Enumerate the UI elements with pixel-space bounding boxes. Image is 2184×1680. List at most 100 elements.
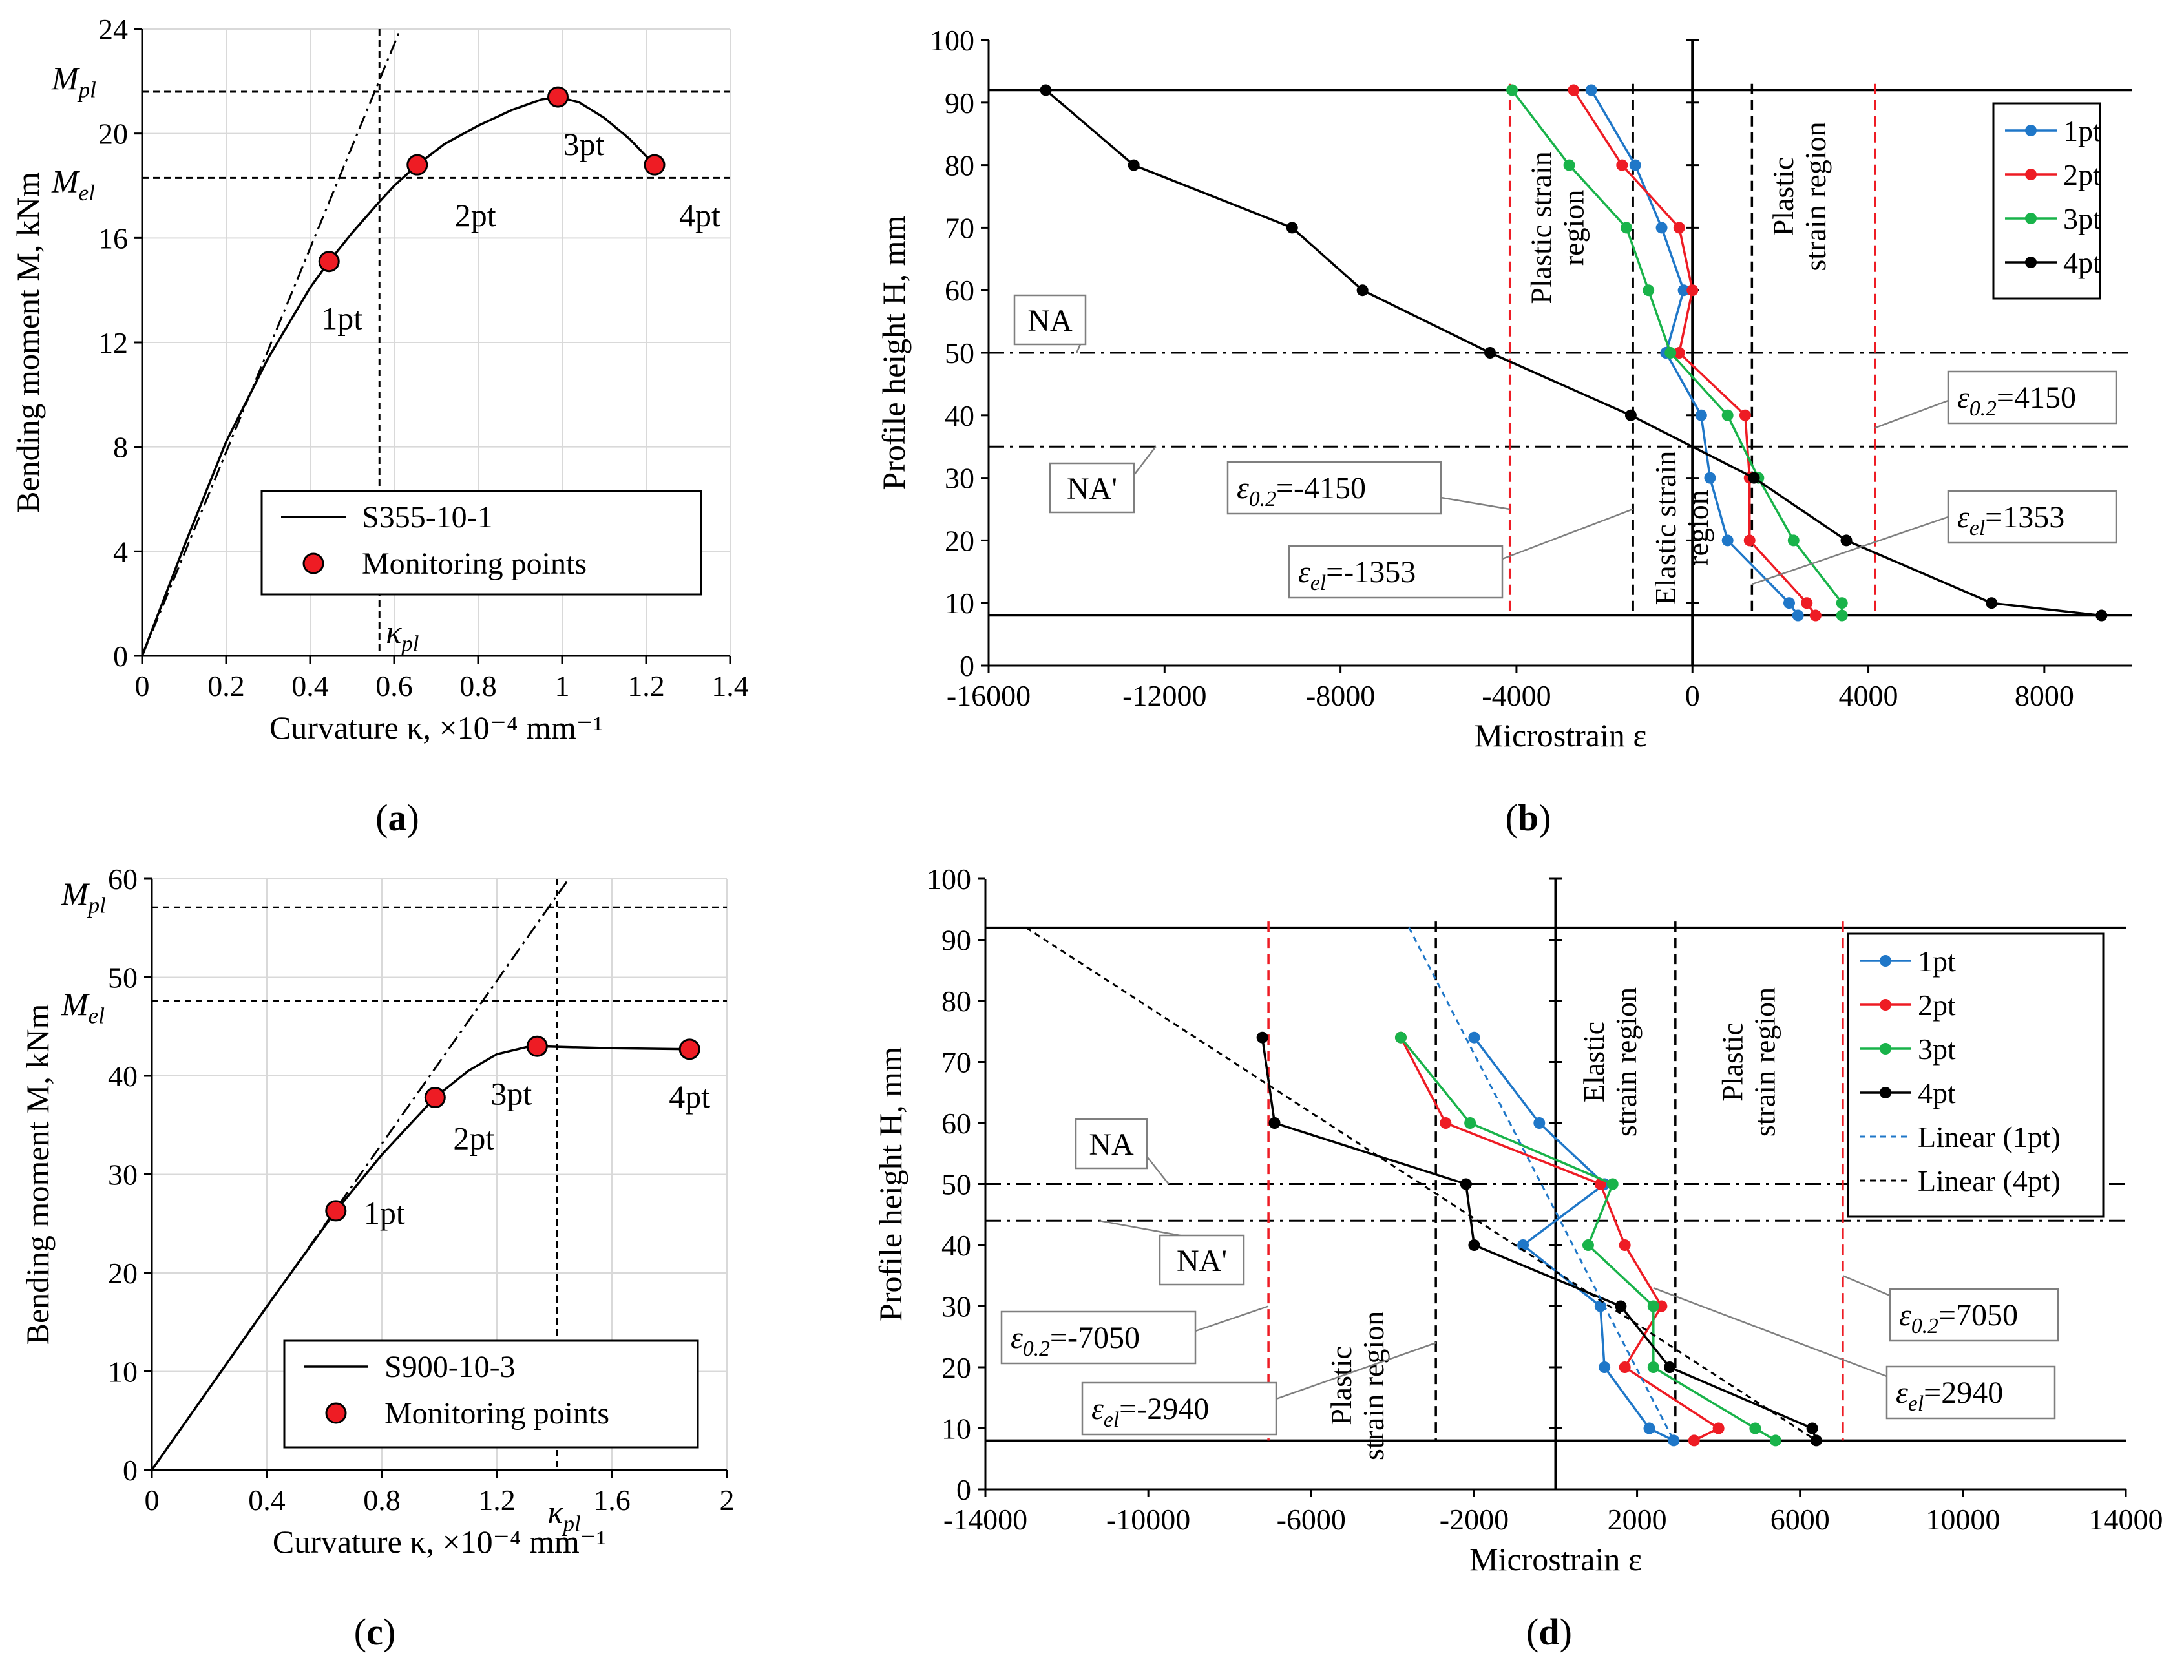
panel-b-x-tick-label: -12000 <box>1122 679 1206 712</box>
panel-a-x-tick-label: 0.2 <box>207 669 245 702</box>
panel-d-strain-callout-label-value: =7050 <box>1938 1298 2018 1332</box>
panel-c-legend-line-label: S900-10-3 <box>384 1350 516 1384</box>
panel-d-y-tick-label: 50 <box>941 1168 971 1201</box>
panel-d-strain-callout-label-subscript: 0.2 <box>1911 1314 1938 1338</box>
panel-d-data-point <box>1769 1434 1781 1447</box>
panel-d-strain-callout-label-symbol: ε <box>1011 1321 1023 1355</box>
panel-d-data-point <box>1517 1239 1529 1251</box>
panel-b-data-point <box>1748 472 1760 484</box>
panel-d-series-line <box>1400 1036 1720 1442</box>
panel-d-callout-box <box>1000 1310 1197 1365</box>
panel-d-region-label-line: strain region <box>1748 987 1781 1137</box>
panel-b-caption-letter: b <box>1518 797 1538 839</box>
panel-b-region-label-line: Elastic strain <box>1649 451 1682 605</box>
panel-a-kpl-label: κpl <box>386 614 419 656</box>
panel-d-region-label-line: Plastic <box>1716 1022 1748 1102</box>
panel-d-data-point <box>1582 1239 1594 1251</box>
panel-a-x-axis-label-text: Curvature κ, ×10⁻⁴ mm⁻¹ <box>269 709 603 746</box>
panel-c-caption: (c) <box>354 1611 395 1653</box>
panel-d-na-callout-label: NA' <box>1177 1244 1227 1278</box>
panel-a-mel-label-subscript: el <box>79 180 95 205</box>
panel-d-legend-swatch-marker <box>1880 1087 1891 1098</box>
panel-d-callout-box <box>1889 1288 2059 1342</box>
panel-d-callout-leader <box>1653 1286 1887 1378</box>
panel-b-y-tick-label: 0 <box>960 649 974 682</box>
panel-d-data-point <box>1468 1031 1480 1044</box>
panel-b-callout-box <box>1947 370 2117 425</box>
panel-a-y-tick-label: 4 <box>113 535 128 568</box>
panel-d-legend-swatch-marker <box>1880 1043 1891 1055</box>
panel-c-y-tick-label: 60 <box>108 863 138 896</box>
panel-a-y-axis-label-text: Bending moment M, kNm <box>10 172 46 513</box>
panel-d-x-tick-label: -14000 <box>943 1503 1027 1536</box>
panel-a-x-tick-label: 0.6 <box>375 669 413 702</box>
panel-a-kpl-label-symbol: κ <box>386 614 402 650</box>
panel-b-x-tick-label: -8000 <box>1306 679 1375 712</box>
panel-b-data-point <box>1704 472 1716 484</box>
panel-d-data-point <box>1599 1361 1611 1373</box>
panel-b-callout-leader <box>1502 508 1633 560</box>
panel-d-strain-callout-label-symbol: ε <box>1091 1392 1104 1426</box>
panel-a-caption-close: ) <box>407 797 419 839</box>
panel-a-x-tick-label: 0.4 <box>291 669 329 702</box>
panel-b-legend-label: 2pt <box>2063 158 2101 191</box>
panel-a-caption-letter: a <box>388 797 407 839</box>
panel-b-data-point <box>1677 284 1690 297</box>
panel-d-strain-profile-chart: -14000 -10000 -6000 -2000 2000 6000 10000 14000… <box>872 863 2163 1653</box>
panel-b-strain-callout-label: ε0.2=-4150 <box>1237 471 1366 511</box>
panel-b-region-label-elastic: Elastic strainregion <box>1649 451 1714 605</box>
panel-a-y-tick-label: 20 <box>98 118 128 151</box>
panel-d-callout-leader <box>1276 1342 1436 1400</box>
panel-b-callout-box <box>1947 490 2117 544</box>
panel-d-trendline <box>1408 927 1675 1442</box>
panel-d-strain-callout-label-value: =2940 <box>1924 1376 2003 1410</box>
panel-d-data-point <box>1643 1422 1655 1434</box>
panel-b-legend-swatch-marker <box>2025 257 2037 268</box>
panel-b-data-point <box>1836 609 1848 622</box>
panel-d-legend-label: 4pt <box>1918 1076 1956 1109</box>
panel-d-callout-box <box>1159 1234 1245 1286</box>
panel-d-data-point <box>1655 1300 1668 1312</box>
panel-b-callout-leader <box>1440 496 1510 510</box>
panel-b-data-point <box>1743 534 1756 547</box>
panel-d-y-axis-label: Profile height H, mm <box>872 1047 908 1321</box>
panel-d-region-label-line: strain region <box>1357 1311 1390 1460</box>
panel-b-data-point <box>1721 409 1734 421</box>
panel-d-legend-label: Linear (4pt) <box>1918 1164 2061 1197</box>
panel-d-data-point <box>1688 1434 1700 1447</box>
panel-d-data-point <box>1619 1239 1631 1251</box>
panel-c-monitoring-point-label: 1pt <box>364 1195 405 1231</box>
panel-b-callout-leader <box>1874 399 1949 429</box>
panel-d-strain-callout-label: ε0.2=7050 <box>1899 1298 2018 1338</box>
panel-b-legend-label: 3pt <box>2063 202 2101 235</box>
panel-d-callout-box <box>1081 1381 1277 1436</box>
panel-d-y-tick-label: 100 <box>927 863 971 896</box>
panel-b-region-label-line: region <box>1681 490 1714 566</box>
panel-d-strain-callout-label: εel=2940 <box>1896 1376 2003 1416</box>
panel-d-x-tick-label: 2000 <box>1608 1503 1667 1536</box>
panel-d-callout-box <box>1075 1118 1148 1170</box>
panel-d-series-line <box>1473 1036 1675 1442</box>
panel-d-legend-label: 2pt <box>1918 989 1956 1022</box>
panel-d-y-tick-label: 10 <box>941 1412 971 1445</box>
panel-b-data-point <box>1655 222 1668 234</box>
panel-d-data-point <box>1749 1422 1761 1434</box>
panel-d-strain-callout-label-symbol: ε <box>1899 1298 1911 1332</box>
panel-d-data-point <box>1594 1300 1606 1312</box>
panel-b-x-tick-label: 8000 <box>2015 679 2074 712</box>
panel-b-callout-leader <box>1133 446 1157 476</box>
panel-b-strain-callout-label-symbol: ε <box>1957 381 1969 415</box>
panel-a-x-axis-label: Curvature κ, ×10⁻⁴ mm⁻¹ <box>269 709 603 746</box>
panel-b-y-tick-label: 50 <box>945 337 974 370</box>
panel-b-callout-box <box>1049 462 1135 514</box>
panel-d-x-tick-label: -2000 <box>1440 1503 1509 1536</box>
panel-a-y-tick-label: 12 <box>98 326 128 359</box>
panel-b-y-tick-label: 30 <box>945 462 974 495</box>
panel-a-monitoring-point <box>318 251 340 273</box>
panel-b-caption-open: ( <box>1506 797 1518 839</box>
panel-b-caption-close: ) <box>1538 797 1551 839</box>
panel-b-data-point <box>1673 347 1685 359</box>
panel-d-data-point <box>1619 1361 1631 1373</box>
panel-d-strain-callout-label-subscript: el <box>1908 1392 1924 1416</box>
panel-b-legend-box <box>1992 102 2101 300</box>
